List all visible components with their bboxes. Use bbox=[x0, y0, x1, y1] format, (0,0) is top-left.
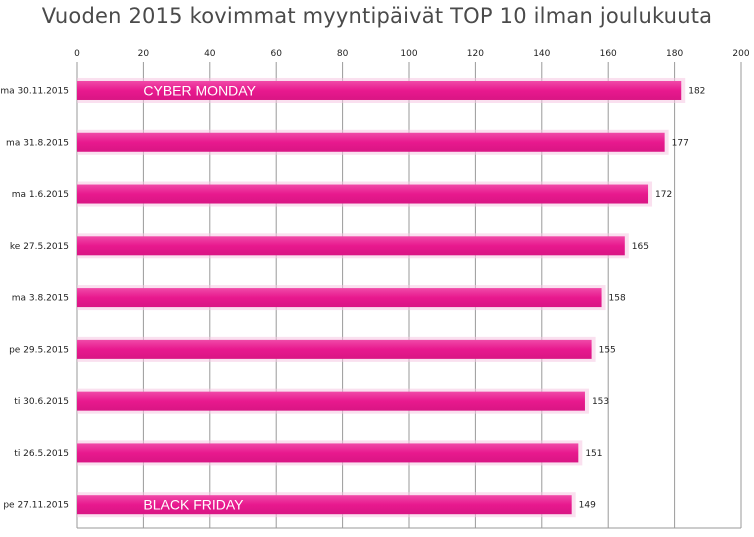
x-tick-label: 200 bbox=[732, 49, 749, 59]
category-label: ke 27.5.2015 bbox=[10, 242, 69, 252]
bars: ma 30.11.2015 182 CYBER MONDAY ma 31.8.2015… bbox=[0, 77, 705, 518]
bar-annotation: BLACK FRIDAY bbox=[143, 497, 244, 513]
value-label: 149 bbox=[579, 501, 596, 511]
x-tick-label: 120 bbox=[467, 49, 484, 59]
x-tick-label: 60 bbox=[270, 49, 282, 59]
x-tick-label: 100 bbox=[400, 49, 417, 59]
x-tick-label: 140 bbox=[533, 49, 550, 59]
category-label: pe 27.11.2015 bbox=[3, 501, 69, 511]
category-label: ma 30.11.2015 bbox=[0, 86, 69, 96]
category-label: pe 29.5.2015 bbox=[9, 345, 69, 355]
x-tick-label: 0 bbox=[74, 49, 80, 59]
x-tick-label: 160 bbox=[600, 49, 617, 59]
bar-annotation: CYBER MONDAY bbox=[143, 82, 256, 98]
chart-title: Vuoden 2015 kovimmat myyntipäivät TOP 10… bbox=[41, 4, 713, 28]
bar bbox=[77, 236, 625, 256]
value-label: 158 bbox=[609, 294, 626, 304]
x-tick-label: 180 bbox=[666, 49, 683, 59]
bar bbox=[77, 339, 592, 359]
value-label: 177 bbox=[672, 138, 689, 148]
bar bbox=[77, 288, 602, 308]
category-label: ti 30.6.2015 bbox=[14, 397, 69, 407]
x-tick-label: 80 bbox=[337, 49, 349, 59]
category-label: ma 3.8.2015 bbox=[12, 294, 69, 304]
x-axis: 0 20 40 60 80 100 120 140 160 180 200 bbox=[74, 49, 750, 59]
category-label: ma 1.6.2015 bbox=[12, 190, 69, 200]
category-label: ma 31.8.2015 bbox=[6, 138, 69, 148]
value-label: 165 bbox=[632, 242, 649, 252]
bar bbox=[77, 132, 665, 152]
value-label: 155 bbox=[599, 345, 616, 355]
value-label: 153 bbox=[592, 397, 609, 407]
value-label: 182 bbox=[688, 86, 705, 96]
bar bbox=[77, 443, 579, 463]
x-tick-label: 40 bbox=[204, 49, 216, 59]
bar bbox=[77, 391, 585, 411]
bar bbox=[77, 80, 682, 100]
x-tick-label: 20 bbox=[138, 49, 150, 59]
value-label: 172 bbox=[655, 190, 672, 200]
bar bbox=[77, 184, 649, 204]
bar bbox=[77, 495, 572, 515]
category-label: ti 26.5.2015 bbox=[14, 449, 69, 459]
value-label: 151 bbox=[585, 449, 602, 459]
